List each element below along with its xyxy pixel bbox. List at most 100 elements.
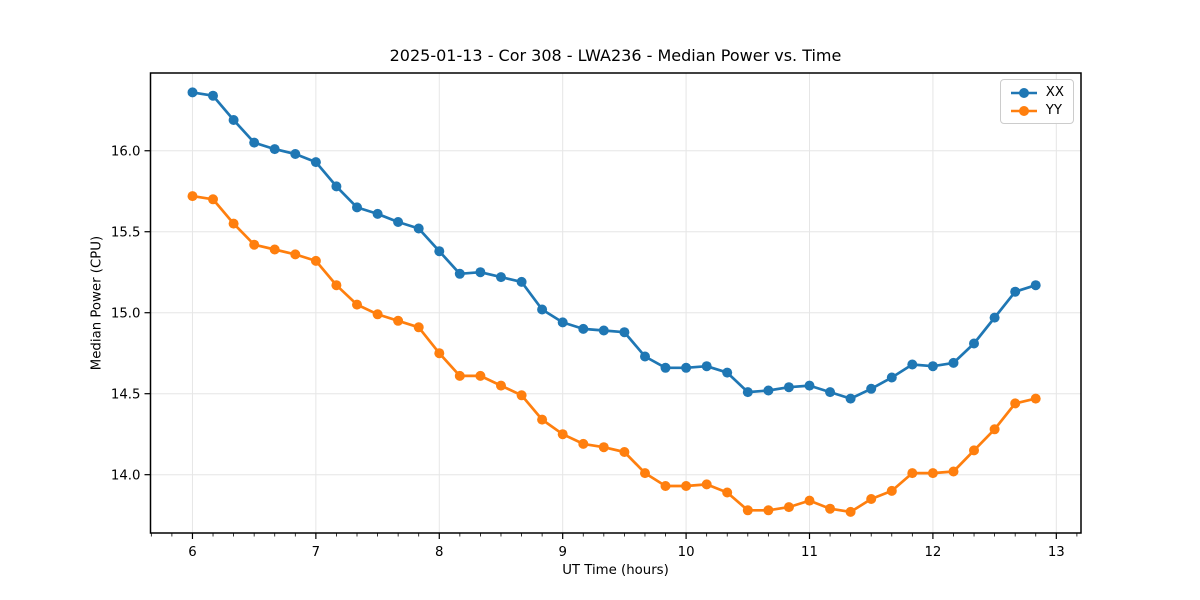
x-tick-label: 8 [435,545,443,560]
series-xx-marker [1010,286,1021,297]
series-yy-line [192,194,1037,514]
series-xx-marker [516,276,527,287]
series-yy-marker [619,447,630,457]
series-xx-marker [413,223,424,234]
series-xx-marker [310,157,321,168]
legend-line-marker-icon [1010,105,1037,116]
series-yy-marker [1010,398,1021,409]
series-yy-marker [845,506,856,517]
legend-item-xx: XX [1009,85,1064,100]
series-xx-marker [187,87,198,98]
y-tick-label: 14.0 [111,468,141,483]
y-tick-label: 16.0 [111,144,141,159]
series-xx-marker [845,393,856,404]
series-xx-marker [640,351,650,362]
series-xx-marker [496,272,506,283]
legend-item-yy: YY [1009,103,1064,118]
series-yy-marker [989,424,1000,435]
series-yy-marker [742,505,753,516]
series-xx-marker [763,385,774,396]
series-yy-marker [660,481,671,491]
series-yy-marker [290,249,301,260]
series-yy-marker [866,494,877,504]
series-xx-marker [269,144,280,155]
x-tick-label: 9 [558,545,566,560]
series-yy-marker [475,370,486,381]
series-yy-marker [804,495,815,506]
legend: XX YY [999,79,1074,124]
x-axis-label: UT Time (hours) [562,563,669,578]
series-yy-marker [434,348,445,359]
series-xx-marker [701,361,712,372]
series-yy-marker [681,481,692,491]
series-xx-marker [722,367,733,378]
y-tick-label: 14.5 [111,387,141,402]
series-xx-marker [619,327,630,338]
series-yy-marker [454,370,465,381]
legend-line-marker-icon [1010,87,1037,98]
series-yy-marker [557,429,568,440]
series-xx-marker [475,267,486,278]
series-xx-marker [578,323,589,334]
x-tick-label: 11 [801,545,818,560]
series-xx-marker [681,362,692,373]
x-tick-label: 7 [312,545,320,560]
series-yy-marker [187,191,198,202]
x-tick-label: 12 [924,545,941,560]
series-xx-marker [372,208,383,219]
x-tick-label: 13 [1048,545,1065,560]
series-yy-marker [228,218,239,229]
series-xx-marker [927,361,938,372]
series-yy-marker [640,468,650,479]
series-yy-marker [578,438,589,449]
series-xx-marker [352,202,362,213]
y-tick-label: 15.0 [111,306,141,321]
series-yy-marker [927,468,938,479]
series-xx-marker [742,387,753,398]
series-xx-marker [907,359,918,370]
series-yy-marker [948,466,959,477]
series-yy-marker [907,468,918,479]
series-yy-marker [1030,393,1041,404]
x-tick-label: 6 [188,545,196,560]
series-xx-marker [434,246,445,257]
series-yy-marker [969,445,979,456]
series-xx-marker [208,90,218,101]
series-yy-marker [269,244,280,255]
series-yy-marker [496,380,506,391]
series-xx-marker [969,338,979,349]
series-yy-marker [372,309,383,320]
series-xx-marker [290,149,301,159]
series-yy-marker [722,487,733,498]
legend-label-yy: YY [1045,103,1063,118]
series-yy-marker [537,414,548,425]
x-tick-label: 10 [678,545,695,560]
series-xx-marker [989,312,1000,323]
series-xx-marker [598,325,609,336]
series-yy-marker [516,390,527,401]
series-yy-marker [783,502,794,513]
series-xx-marker [557,317,568,328]
series-xx-line [192,91,1037,400]
series-xx-marker [1030,280,1041,291]
series-yy-marker [310,255,321,266]
series-yy-marker [352,299,362,310]
series-xx-marker [249,137,260,148]
chart-title: 2025-01-13 - Cor 308 - LWA236 - Median P… [389,46,842,65]
series-yy-marker [249,239,260,250]
series-xx-marker [783,382,794,393]
series-yy-marker [825,503,836,514]
series-xx-marker [825,387,836,398]
series-xx-marker [393,217,404,227]
series-yy-marker [886,485,897,496]
legend-label-xx: XX [1045,85,1064,100]
series-yy-marker [598,442,609,453]
series-xx-marker [228,115,239,125]
series-xx-marker [804,380,815,391]
series-yy-marker [701,479,712,490]
y-tick-label: 15.5 [111,225,141,240]
series-yy-marker [763,505,774,516]
series-xx-marker [537,304,548,315]
